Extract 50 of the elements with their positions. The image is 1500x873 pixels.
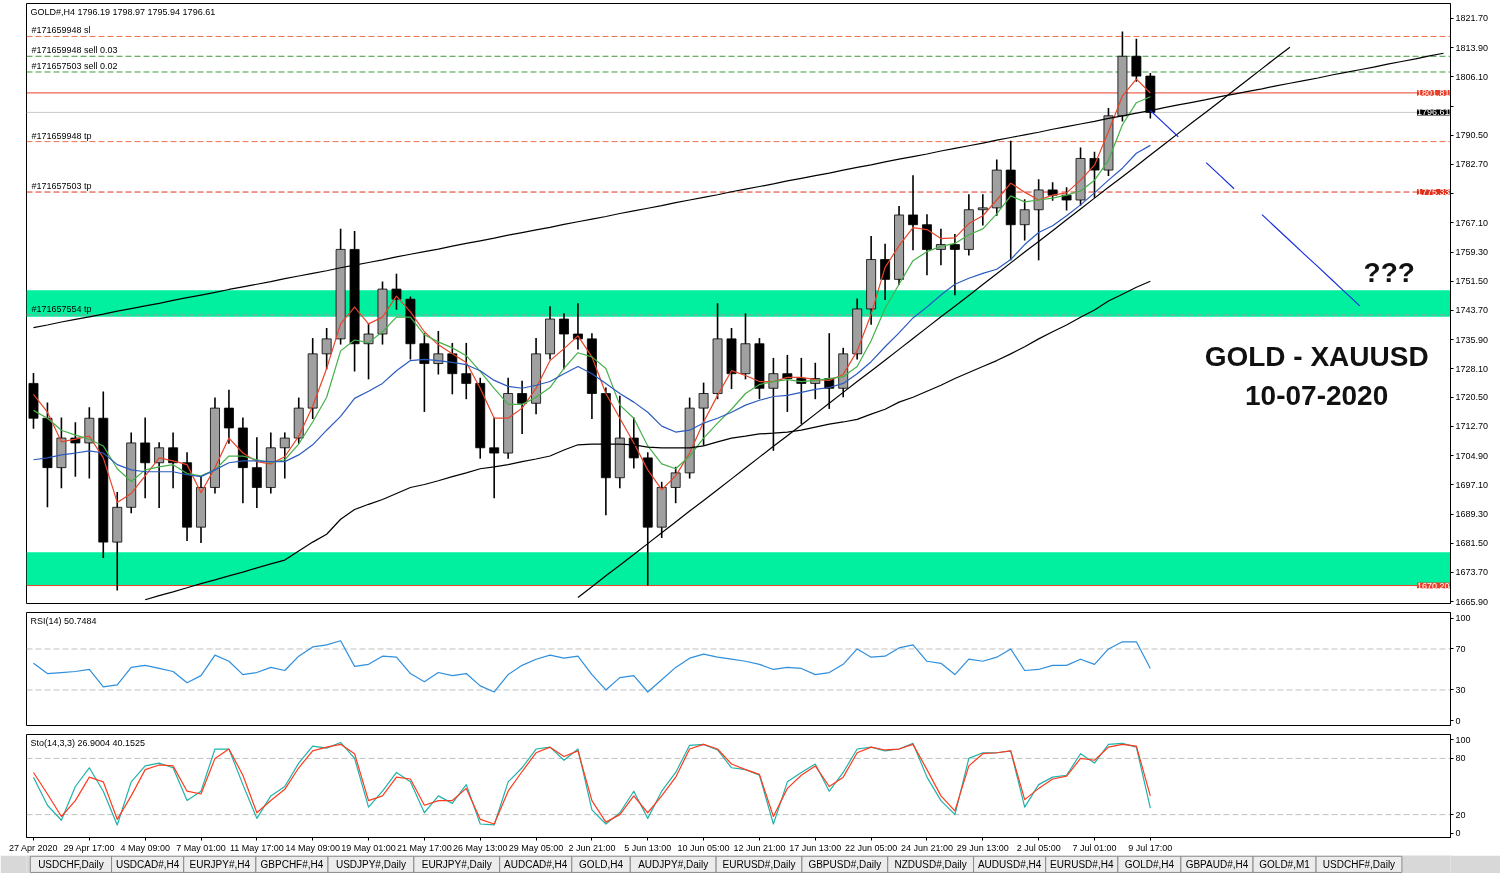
x-tick-label: 14 May 09:00 <box>285 842 340 853</box>
text: AUDUSD#,H4 <box>977 859 1042 870</box>
text: EURUSD#,H4 <box>1050 859 1114 870</box>
x-tick-label: 7 Jul 01:00 <box>1072 842 1117 853</box>
x-tick-label: 26 May 13:00 <box>452 842 508 853</box>
text: GOLD#,H4 <box>1124 859 1175 870</box>
x-tick-label: 22 Jun 05:00 <box>845 842 898 853</box>
y-tick-label: 100 <box>1455 613 1471 624</box>
text: USDJPY#,Daily <box>335 859 406 870</box>
line-series <box>32 640 1151 693</box>
x-tick-label: 27 Apr 2020 <box>8 842 58 853</box>
x-tick-label: 4 May 09:00 <box>120 842 170 853</box>
text: USDCHF#,Daily <box>1322 859 1396 870</box>
text: GBPUSD#,Daily <box>808 859 882 870</box>
text: EURJPY#,Daily <box>421 859 492 870</box>
x-tick-label: 17 Jun 13:00 <box>789 842 842 853</box>
x-tick-label: 2 Jul 05:00 <box>1016 842 1061 853</box>
x-tick-label: 19 May 01:00 <box>341 842 396 853</box>
y-tick-label: 80 <box>1455 753 1466 764</box>
text: GBPCHF#,H4 <box>260 859 324 870</box>
x-tick-label: 21 May 17:00 <box>397 842 452 853</box>
x-tick-label: 11 May 17:00 <box>229 842 284 853</box>
y-tick-label: 100 <box>1455 734 1471 745</box>
text: NZDUSD#,Daily <box>894 859 967 870</box>
y-tick-label: 70 <box>1455 643 1466 654</box>
x-tick-label: 9 Jul 17:00 <box>1128 842 1173 853</box>
text: GOLD,H4 <box>579 859 624 870</box>
chart-title: RSI(14) 50.7484 <box>30 615 97 626</box>
x-tick-label: 7 May 01:00 <box>176 842 226 853</box>
x-tick-label: 29 May 05:00 <box>508 842 564 853</box>
text: USDCHF,Daily <box>38 859 104 870</box>
text: AUDCAD#,H4 <box>504 859 568 870</box>
x-tick-label: 5 Jun 13:00 <box>624 842 672 853</box>
x-tick-label: 12 Jun 21:00 <box>733 842 786 853</box>
text: GOLD#,M1 <box>1259 859 1311 870</box>
text: AUDJPY#,Daily <box>638 859 709 870</box>
chart-title: Sto(14,3,3) 26.9004 40.1525 <box>30 737 146 748</box>
y-tick-label: 0 <box>1455 828 1461 839</box>
y-tick-label: 0 <box>1455 715 1461 726</box>
x-tick-label: 10 Jun 05:00 <box>677 842 730 853</box>
x-tick-label: 29 Jun 13:00 <box>956 842 1009 853</box>
x-tick-label: 24 Jun 21:00 <box>900 842 953 853</box>
text: USDCAD#,H4 <box>115 859 180 870</box>
y-tick-label: 20 <box>1455 809 1466 820</box>
x-tick-label: 29 Apr 17:00 <box>63 842 115 853</box>
text: EURUSD#,Daily <box>722 859 796 870</box>
y-tick-label: 30 <box>1455 684 1466 695</box>
x-tick-label: 2 Jun 21:00 <box>568 842 616 853</box>
text: EURJPY#,H4 <box>189 859 251 870</box>
text: GBPAUD#,H4 <box>1185 859 1249 870</box>
